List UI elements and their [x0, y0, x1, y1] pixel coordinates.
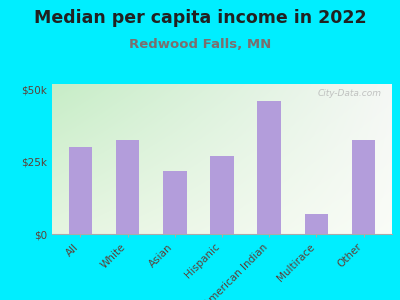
Text: Median per capita income in 2022: Median per capita income in 2022 — [34, 9, 366, 27]
Text: City-Data.com: City-Data.com — [318, 88, 382, 98]
Bar — [210, 156, 234, 234]
Bar — [163, 170, 186, 234]
Text: Redwood Falls, MN: Redwood Falls, MN — [129, 38, 271, 50]
Bar — [258, 101, 281, 234]
Bar — [116, 140, 139, 234]
Bar — [352, 140, 376, 234]
Bar — [305, 214, 328, 234]
Bar — [68, 148, 92, 234]
